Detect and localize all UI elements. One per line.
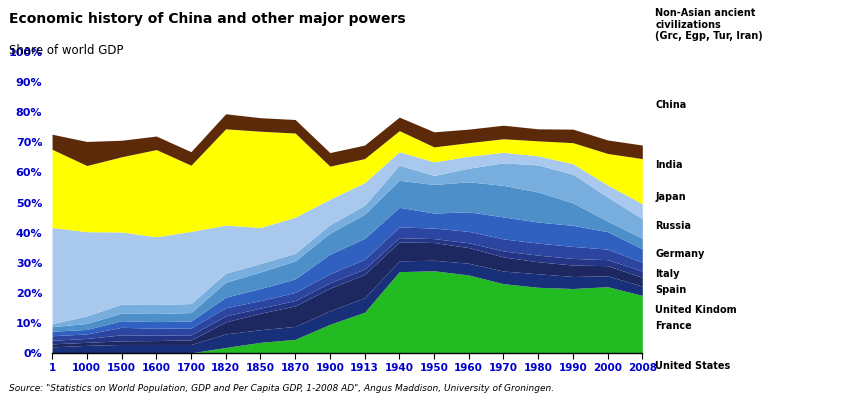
Text: United Kindom: United Kindom (655, 305, 737, 315)
Text: Germany: Germany (655, 249, 705, 259)
Text: Share of world GDP: Share of world GDP (9, 44, 123, 57)
Text: Italy: Italy (655, 269, 680, 279)
Text: Economic history of China and other major powers: Economic history of China and other majo… (9, 12, 405, 26)
Text: Source: "Statistics on World Population, GDP and Per Capita GDP, 1-2008 AD", Ang: Source: "Statistics on World Population,… (9, 384, 554, 393)
Text: India: India (655, 160, 683, 170)
Text: China: China (655, 100, 687, 110)
Text: France: France (655, 321, 692, 331)
Text: Spain: Spain (655, 285, 687, 295)
Text: United States: United States (655, 361, 731, 371)
Text: Non-Asian ancient
civilizations
(Grc, Egp, Tur, Iran): Non-Asian ancient civilizations (Grc, Eg… (655, 8, 763, 41)
Text: Russia: Russia (655, 221, 691, 231)
Text: Japan: Japan (655, 192, 686, 203)
